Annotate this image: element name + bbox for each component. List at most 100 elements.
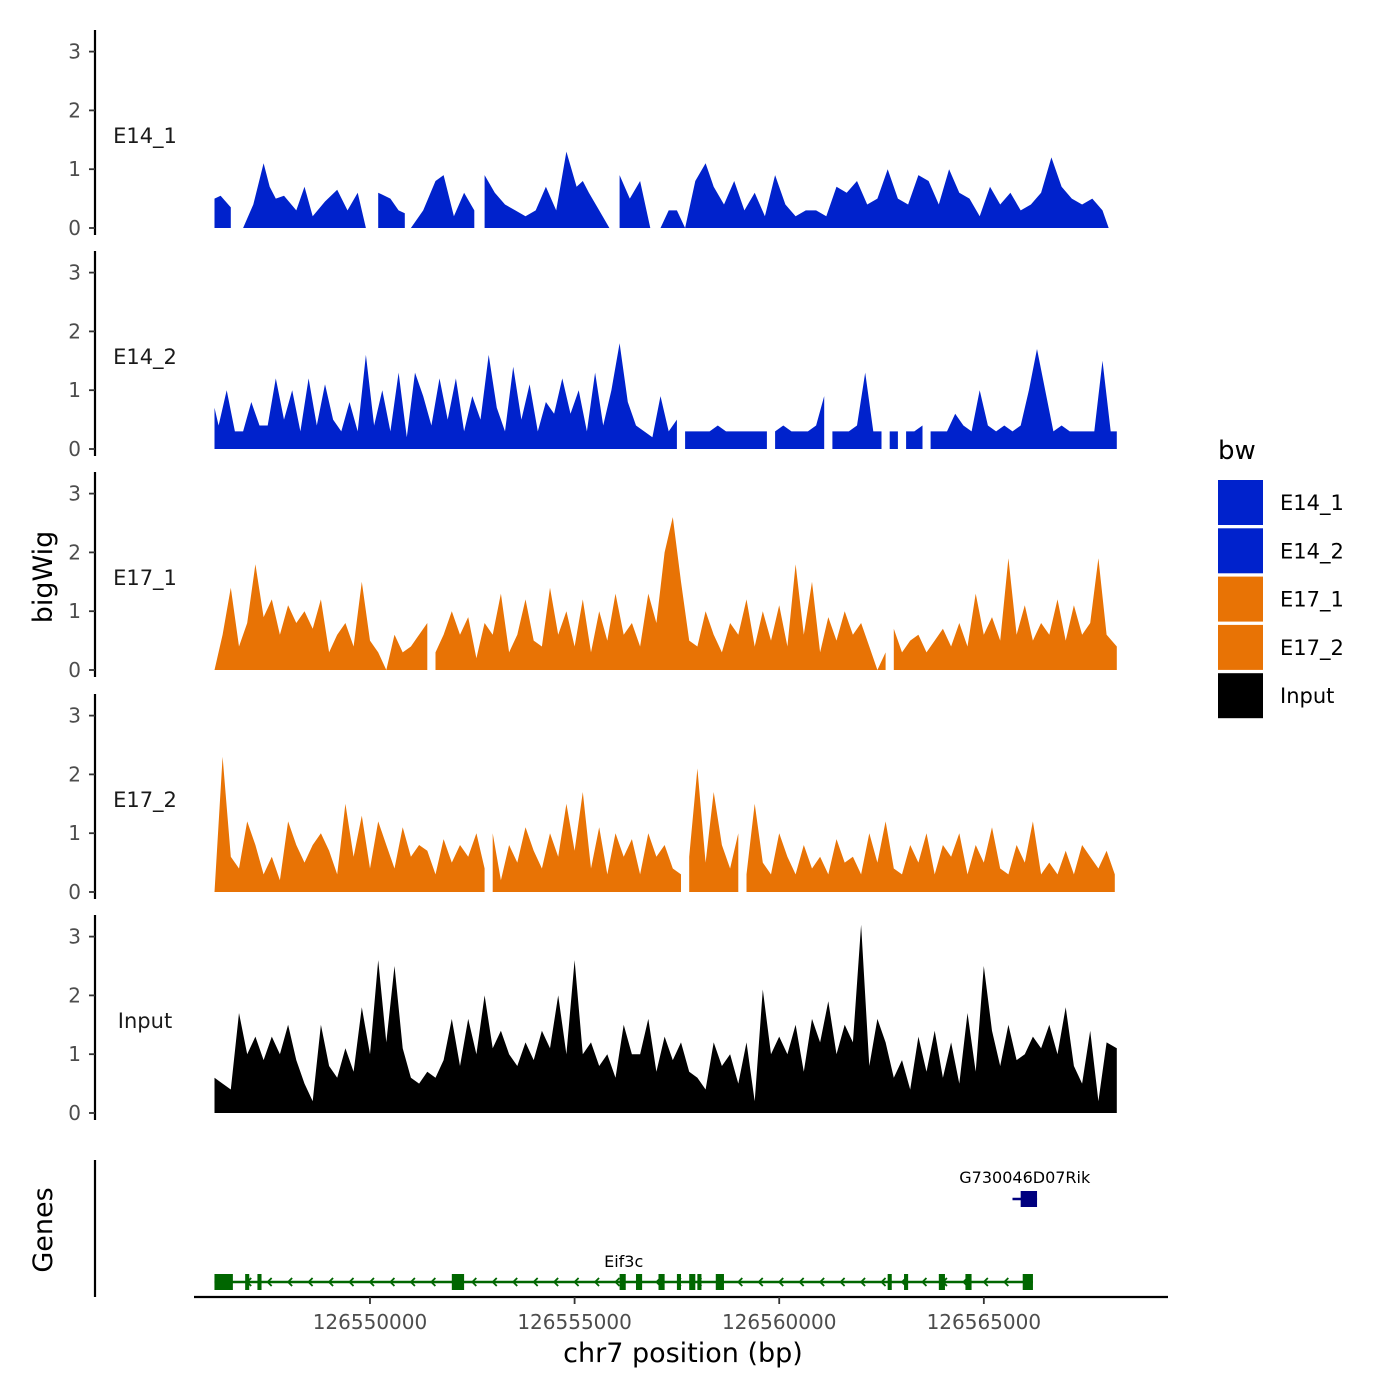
- exon: [451, 1274, 465, 1290]
- area-segment: [214, 756, 485, 892]
- strand-arrow: [880, 1277, 887, 1287]
- area-segment: [410, 175, 475, 228]
- legend-label: Input: [1280, 684, 1334, 708]
- legend-swatch: [1218, 673, 1263, 719]
- y-tick-label: 0: [68, 1101, 81, 1125]
- x-axis: 126550000 126555000 126560000 126565000: [194, 1295, 1168, 1334]
- exon: [1020, 1191, 1038, 1207]
- area-segment: [378, 192, 405, 228]
- y-tick-label: 0: [68, 658, 81, 682]
- legend-item-E14_1: E14_1: [1218, 480, 1344, 525]
- strand-arrow: [839, 1277, 846, 1287]
- track-label-E14_2: E14_2: [113, 345, 177, 370]
- x-axis-title: chr7 position (bp): [563, 1338, 803, 1369]
- exon: [697, 1274, 702, 1290]
- exon: [715, 1274, 724, 1290]
- legend-label: E14_1: [1280, 491, 1344, 516]
- track-E17_1: 0 1 2 3 E17_1: [68, 472, 1117, 682]
- exon: [635, 1274, 643, 1290]
- track-label-E17_2: E17_2: [113, 788, 177, 813]
- strand-arrow: [491, 1277, 498, 1287]
- gene-label-Eif3c: Eif3c: [604, 1252, 643, 1271]
- strand-arrow: [266, 1277, 273, 1287]
- strand-arrow: [286, 1277, 293, 1287]
- area-segment: [893, 558, 1117, 670]
- track-label-Input: Input: [118, 1009, 172, 1033]
- strand-arrow: [389, 1277, 396, 1287]
- strand-arrow: [307, 1277, 314, 1287]
- area-segment: [660, 157, 1109, 228]
- x-tick-label: 126550000: [313, 1310, 428, 1334]
- gene-label-G730046D07Rik: G730046D07Rik: [959, 1168, 1091, 1187]
- exon: [619, 1274, 626, 1290]
- track-label-E17_1: E17_1: [113, 566, 177, 591]
- x-tick-label: 126555000: [517, 1310, 632, 1334]
- strand-arrow: [532, 1277, 539, 1287]
- y-tick-label: 1: [68, 157, 81, 181]
- y-tick-label: 2: [68, 540, 81, 564]
- y-tick-label: 3: [68, 925, 81, 949]
- exon: [887, 1274, 892, 1290]
- y-tick-label: 1: [68, 821, 81, 845]
- exon: [1022, 1274, 1033, 1290]
- x-tick-label: 126560000: [722, 1310, 837, 1334]
- strand-arrow: [818, 1277, 825, 1287]
- area-segment: [619, 175, 651, 228]
- strand-arrow: [1003, 1277, 1009, 1287]
- area-segment: [214, 195, 231, 228]
- exon: [904, 1274, 909, 1290]
- strand-arrow: [348, 1277, 355, 1287]
- area-segment: [889, 431, 898, 449]
- strand-arrow: [511, 1277, 518, 1287]
- legend-swatch: [1218, 480, 1263, 525]
- area-segment: [435, 517, 886, 670]
- y-tick-label: 2: [68, 983, 81, 1007]
- area-segment: [243, 163, 366, 228]
- legend-label: E17_1: [1280, 588, 1344, 613]
- area-segment: [685, 425, 767, 449]
- area-segment: [484, 151, 610, 228]
- strand-arrow: [409, 1277, 416, 1287]
- strand-arrow: [798, 1277, 805, 1287]
- strand-arrow: [921, 1277, 928, 1287]
- area-segment: [689, 768, 739, 892]
- track-E14_1: 0 1 2 3 E14_1: [68, 30, 1109, 240]
- strand-arrow: [757, 1277, 764, 1287]
- y-tick-label: 0: [68, 216, 81, 240]
- exon: [658, 1274, 665, 1290]
- y-tick-label: 2: [68, 762, 81, 786]
- y-tick-label: 3: [68, 482, 81, 506]
- legend-swatch: [1218, 528, 1263, 574]
- strand-arrow: [368, 1277, 375, 1287]
- strand-arrow: [573, 1277, 580, 1287]
- area-segment: [746, 803, 1115, 892]
- track-Input: 0 1 2 3 Input: [68, 915, 1117, 1125]
- gene-Eif3c: Eif3c: [214, 1252, 1033, 1290]
- area-segment: [775, 396, 825, 449]
- exon: [676, 1274, 681, 1290]
- legend-item-Input: Input: [1218, 673, 1334, 719]
- strand-arrow: [552, 1277, 559, 1287]
- exon: [257, 1274, 262, 1290]
- strand-arrow: [737, 1277, 743, 1287]
- strand-arrow: [593, 1277, 600, 1287]
- legend-item-E17_1: E17_1: [1218, 576, 1344, 622]
- area-segment: [214, 343, 677, 449]
- legend-label: E17_2: [1280, 636, 1344, 661]
- area-segment: [930, 349, 1117, 449]
- legend-item-E17_2: E17_2: [1218, 624, 1344, 670]
- legend-swatch: [1218, 624, 1263, 670]
- area-segment: [214, 924, 1117, 1113]
- exon: [938, 1274, 945, 1290]
- gene-track: Eif3c G730046D07Rik: [93, 1160, 1091, 1297]
- legend-label: E14_2: [1280, 539, 1344, 564]
- y-tick-label: 1: [68, 378, 81, 402]
- y-tick-label: 0: [68, 880, 81, 904]
- y-tick-label: 3: [68, 261, 81, 285]
- legend-item-E14_2: E14_2: [1218, 528, 1344, 574]
- exon: [214, 1274, 233, 1290]
- strand-arrow: [430, 1277, 436, 1287]
- exon: [245, 1274, 250, 1290]
- area-segment: [214, 564, 428, 670]
- track-E17_2: 0 1 2 3 E17_2: [68, 694, 1115, 904]
